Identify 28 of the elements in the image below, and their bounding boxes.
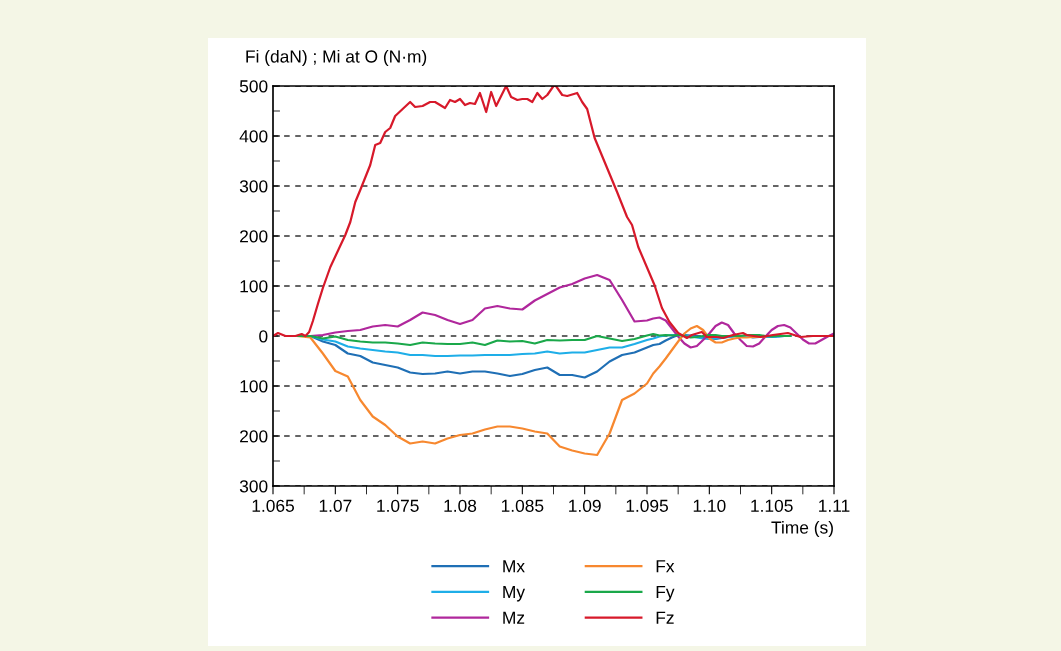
y-tick-label: 500: [239, 80, 268, 93]
legend-label: Mz: [503, 611, 525, 624]
y-tick-label: 300: [239, 180, 268, 193]
y-tick-label: 200: [240, 430, 268, 443]
y-tick-label: 200: [240, 230, 268, 243]
y-tick-label: 400: [239, 130, 268, 143]
x-tick-label: 1.11: [819, 499, 850, 512]
y-axis-title: Fi (daN) ; Mi at O (N·m): [246, 49, 427, 67]
x-tick-label: 1.08: [444, 499, 477, 512]
x-tick-label: 1.105: [751, 499, 793, 512]
legend-label: Fx: [656, 560, 675, 573]
x-tick-label: 1.10: [693, 499, 726, 512]
x-tick-label: 1.065: [252, 499, 294, 512]
y-tick-label: 300: [239, 480, 268, 493]
y-tick-label: 0: [259, 330, 268, 343]
x-tick-label: 1.075: [377, 499, 419, 512]
x-tick-label: 1.095: [626, 499, 668, 512]
line-series: [296, 332, 792, 347]
legend-label: Fz: [656, 611, 674, 624]
x-axis-title: Time (s): [771, 520, 833, 538]
legend-label: Fy: [656, 585, 675, 602]
legend-label: My: [503, 585, 526, 602]
x-tick-label: 1.09: [569, 499, 601, 512]
x-tick-label: 1.07: [319, 499, 352, 512]
y-tick-label: 100: [240, 380, 268, 393]
x-tick-label: 1.085: [501, 499, 544, 512]
legend-label: Mx: [503, 560, 525, 573]
y-tick-label: 100: [240, 280, 268, 293]
